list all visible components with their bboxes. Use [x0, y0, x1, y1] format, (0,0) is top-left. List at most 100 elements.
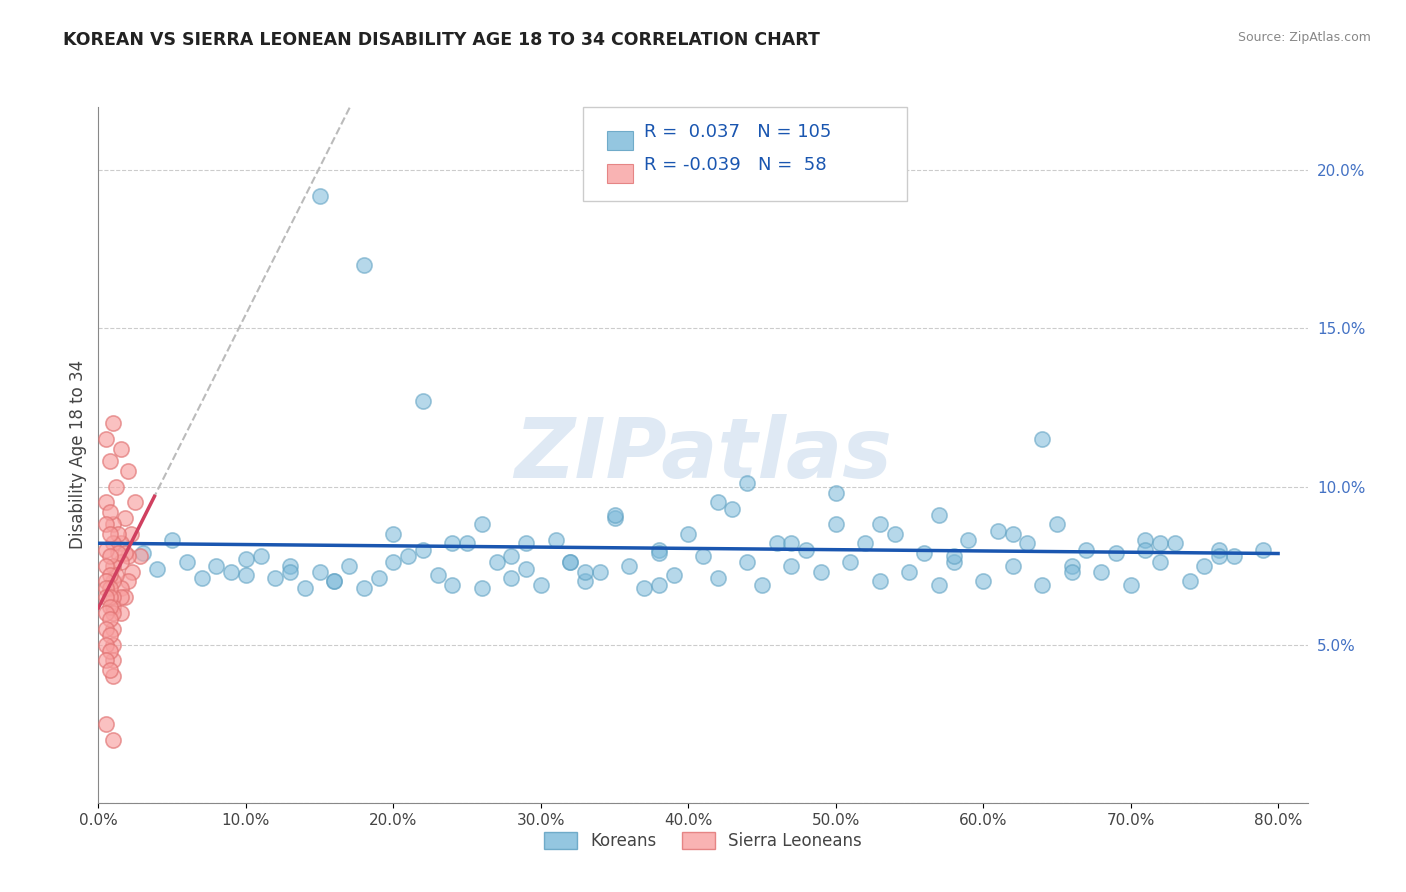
- Point: [249, 549, 271, 563]
- Point: [883, 527, 905, 541]
- Point: [294, 581, 316, 595]
- Point: [264, 571, 287, 585]
- Point: [662, 568, 685, 582]
- Point: [110, 536, 132, 550]
- Point: [117, 549, 139, 563]
- Point: [1031, 432, 1053, 446]
- Point: [765, 536, 787, 550]
- Point: [839, 556, 862, 570]
- Point: [1149, 536, 1171, 550]
- Point: [98, 628, 121, 642]
- Point: [441, 536, 464, 550]
- Point: [1017, 536, 1039, 550]
- Legend: Koreans, Sierra Leoneans: Koreans, Sierra Leoneans: [537, 826, 869, 857]
- Point: [471, 517, 494, 532]
- Point: [780, 558, 803, 573]
- Point: [1135, 542, 1157, 557]
- Point: [308, 188, 330, 202]
- Point: [735, 556, 758, 570]
- Point: [603, 511, 626, 525]
- Text: KOREAN VS SIERRA LEONEAN DISABILITY AGE 18 TO 34 CORRELATION CHART: KOREAN VS SIERRA LEONEAN DISABILITY AGE …: [63, 31, 820, 49]
- Point: [323, 574, 346, 589]
- Point: [869, 517, 891, 532]
- Point: [235, 568, 257, 582]
- Point: [810, 565, 832, 579]
- Point: [942, 556, 965, 570]
- Point: [101, 638, 124, 652]
- Point: [1119, 577, 1142, 591]
- Point: [98, 591, 121, 605]
- Text: Source: ZipAtlas.com: Source: ZipAtlas.com: [1237, 31, 1371, 45]
- Point: [1178, 574, 1201, 589]
- Point: [412, 542, 434, 557]
- Point: [780, 536, 803, 550]
- Text: ZIPatlas: ZIPatlas: [515, 415, 891, 495]
- Point: [1149, 556, 1171, 570]
- Point: [94, 517, 117, 532]
- Point: [1253, 542, 1275, 557]
- Point: [94, 591, 117, 605]
- Point: [574, 565, 596, 579]
- Y-axis label: Disability Age 18 to 34: Disability Age 18 to 34: [69, 360, 87, 549]
- Point: [94, 574, 117, 589]
- Point: [101, 653, 124, 667]
- Point: [160, 533, 183, 548]
- Point: [94, 581, 117, 595]
- Point: [530, 577, 553, 591]
- Point: [110, 606, 132, 620]
- Point: [114, 511, 136, 525]
- Point: [501, 549, 523, 563]
- Point: [957, 533, 980, 548]
- Point: [94, 495, 117, 509]
- Point: [308, 565, 330, 579]
- Point: [471, 581, 494, 595]
- Point: [98, 599, 121, 614]
- Point: [1208, 549, 1230, 563]
- Point: [1105, 546, 1128, 560]
- Point: [706, 495, 728, 509]
- Point: [110, 442, 132, 456]
- Point: [751, 577, 773, 591]
- Point: [101, 591, 124, 605]
- Point: [101, 558, 124, 573]
- Point: [94, 432, 117, 446]
- Point: [98, 581, 121, 595]
- Point: [898, 565, 921, 579]
- Point: [912, 546, 935, 560]
- Point: [574, 574, 596, 589]
- Point: [101, 517, 124, 532]
- Point: [98, 568, 121, 582]
- Point: [972, 574, 994, 589]
- Point: [1060, 565, 1083, 579]
- Point: [278, 565, 301, 579]
- Point: [94, 716, 117, 731]
- Point: [456, 536, 478, 550]
- Point: [1135, 533, 1157, 548]
- Point: [603, 508, 626, 522]
- Point: [98, 644, 121, 658]
- Point: [117, 574, 139, 589]
- Point: [337, 558, 360, 573]
- Point: [94, 558, 117, 573]
- Point: [942, 549, 965, 563]
- Point: [987, 524, 1010, 538]
- Point: [98, 505, 121, 519]
- Point: [648, 542, 671, 557]
- Point: [633, 581, 655, 595]
- Point: [824, 486, 846, 500]
- Point: [353, 581, 375, 595]
- Point: [485, 556, 508, 570]
- Point: [101, 622, 124, 636]
- Point: [678, 527, 700, 541]
- Point: [128, 549, 150, 563]
- Point: [619, 558, 641, 573]
- Point: [101, 669, 124, 683]
- Point: [120, 527, 142, 541]
- Point: [94, 653, 117, 667]
- Point: [648, 546, 671, 560]
- Point: [107, 546, 129, 560]
- Point: [1031, 577, 1053, 591]
- Point: [94, 638, 117, 652]
- Point: [544, 533, 567, 548]
- Point: [1076, 542, 1098, 557]
